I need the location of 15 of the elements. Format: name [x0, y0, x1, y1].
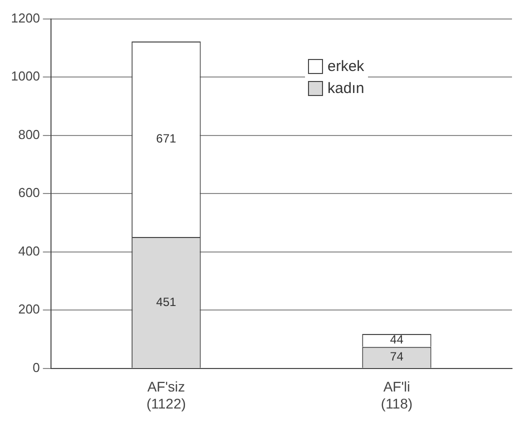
y-tick-label: 0 [32, 360, 40, 375]
y-tick-label: 1000 [11, 68, 40, 84]
data-label: 74 [390, 350, 404, 364]
data-label: 44 [390, 332, 404, 347]
x-tick-label: AF'li (118) [380, 378, 413, 412]
legend-label: erkek [328, 56, 364, 77]
y-tick-label: 600 [18, 185, 40, 200]
data-label: 671 [156, 132, 177, 146]
y-tick-label: 800 [18, 126, 40, 142]
x-tick-label: AF'siz (1122) [146, 378, 186, 412]
y-tick-label: 1200 [11, 10, 40, 26]
y-tick-label: 400 [18, 243, 40, 258]
legend-label: kadın [328, 78, 364, 99]
data-label: 451 [156, 294, 177, 309]
y-tick-label: 200 [18, 302, 40, 317]
